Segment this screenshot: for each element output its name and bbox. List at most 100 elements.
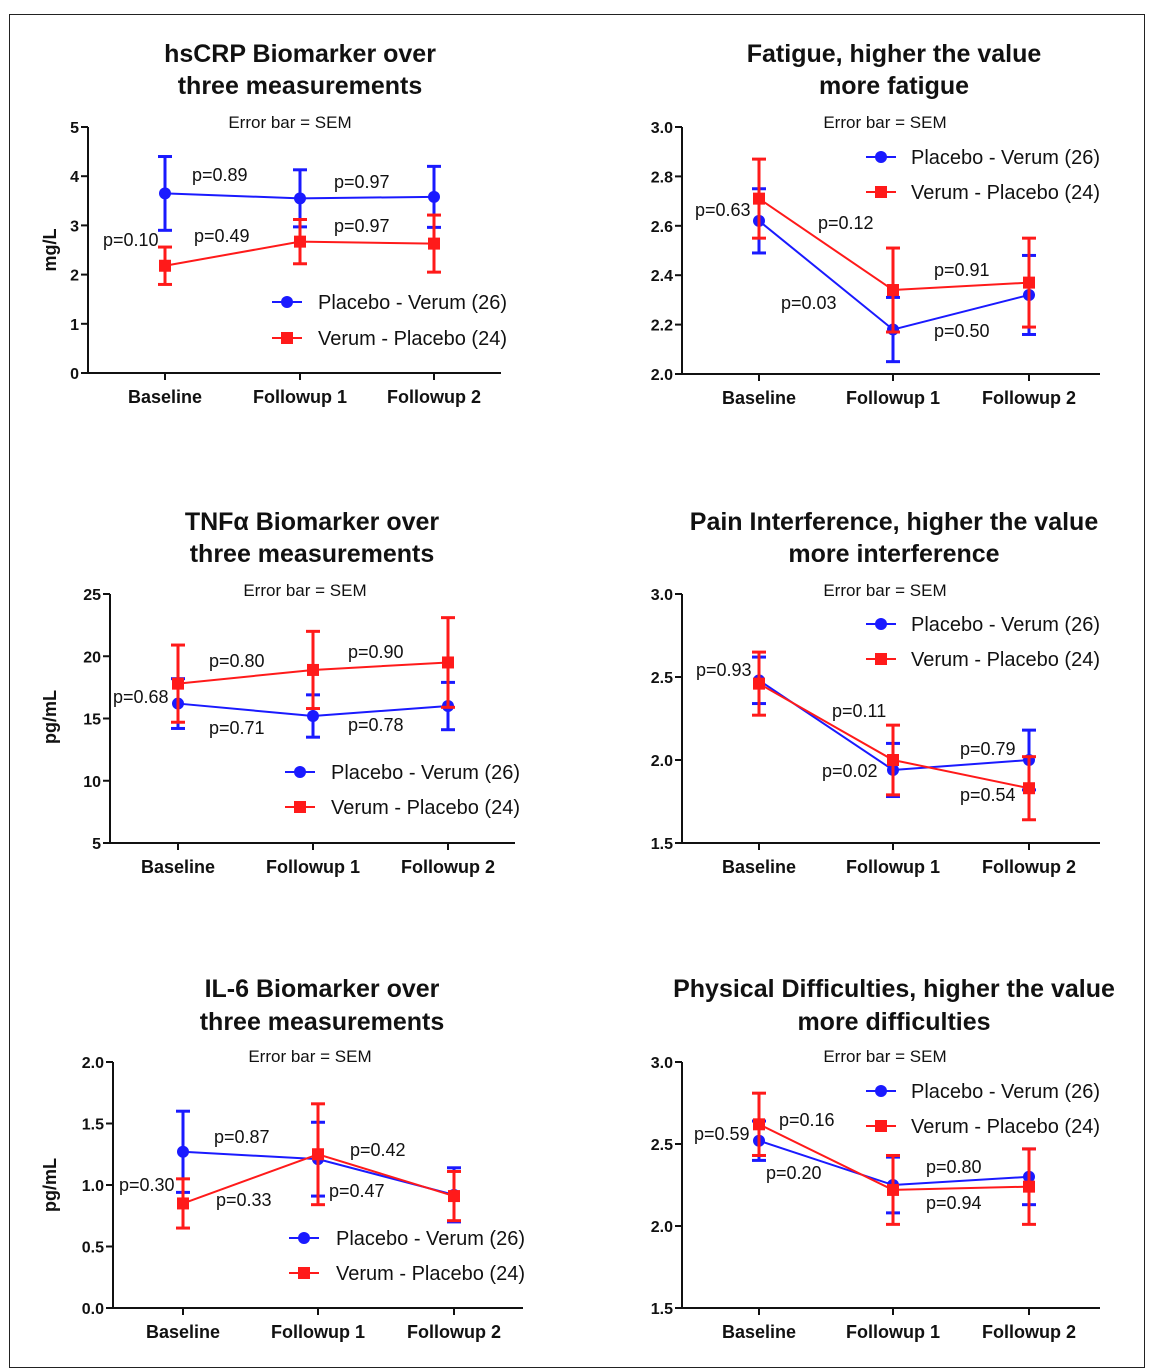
legend-marker [875, 151, 887, 163]
x-category-label: Followup 2 [387, 387, 481, 407]
chart-panel-2: Fatigue, higher the value more fatigue Err… [651, 40, 1100, 408]
chart-panel-5: IL-6 Biomarker over three measurements Err… [40, 975, 525, 1342]
y-tick-label: 1 [70, 317, 79, 334]
chart-title-line-1: Pain Interference, higher the value [690, 508, 1099, 536]
p-value-annotation: p=0.59 [694, 1124, 750, 1144]
p-value-annotation: p=0.42 [350, 1140, 406, 1160]
p-value-annotation: p=0.90 [348, 642, 404, 662]
y-axis-label: pg/mL [40, 690, 60, 744]
legend-label: Placebo - Verum (26) [331, 762, 520, 784]
data-point [448, 1190, 460, 1203]
p-value-annotation: p=0.20 [766, 1163, 822, 1183]
data-point [307, 710, 319, 723]
p-value-annotation: p=0.49 [194, 226, 250, 246]
y-tick-label: 2.0 [651, 1219, 673, 1236]
p-value-annotation: p=0.47 [329, 1181, 385, 1201]
data-point [294, 192, 306, 205]
y-tick-label: 5 [92, 836, 101, 853]
x-category-label: Followup 1 [271, 1322, 365, 1342]
chart-title-line-2: three measurements [178, 72, 423, 100]
data-point [428, 237, 440, 250]
legend-marker [875, 1120, 887, 1132]
figure-frame [9, 14, 1145, 1368]
chart-title-line-2: more interference [788, 540, 999, 568]
p-value-annotation: p=0.87 [214, 1127, 270, 1147]
chart-subtitle: Error bar = SEM [243, 581, 366, 600]
x-category-label: Baseline [722, 388, 796, 408]
p-value-annotation: p=0.12 [818, 213, 874, 233]
y-tick-label: 2.5 [651, 670, 673, 687]
legend-marker [298, 1267, 310, 1279]
data-point [312, 1148, 324, 1161]
p-value-annotation: p=0.02 [822, 761, 878, 781]
x-category-label: Followup 2 [982, 1322, 1076, 1342]
y-tick-label: 5 [70, 120, 79, 137]
y-tick-label: 2.6 [651, 219, 673, 236]
x-category-label: Followup 2 [982, 857, 1076, 877]
chart-title-line-1: Physical Difficulties, higher the value [673, 975, 1115, 1003]
chart-subtitle: Error bar = SEM [823, 581, 946, 600]
legend-label: Placebo - Verum (26) [911, 147, 1100, 169]
x-category-label: Followup 2 [407, 1322, 501, 1342]
chart-title-line-2: three measurements [190, 540, 435, 568]
p-value-annotation: p=0.33 [216, 1190, 272, 1210]
p-value-annotation: p=0.80 [926, 1157, 982, 1177]
series-2 [752, 157, 1036, 334]
y-tick-label: 2.4 [651, 268, 673, 285]
legend-marker [294, 801, 306, 813]
y-tick-label: 0.0 [82, 1301, 104, 1318]
data-point [172, 677, 184, 690]
y-tick-label: 3.0 [651, 1055, 673, 1072]
y-tick-label: 3 [70, 218, 79, 235]
data-point [1023, 782, 1035, 795]
x-category-label: Baseline [722, 857, 796, 877]
y-tick-label: 1.0 [82, 1178, 104, 1195]
y-tick-label: 25 [83, 587, 101, 604]
y-tick-label: 2.8 [651, 169, 673, 186]
y-tick-label: 2.5 [651, 1137, 673, 1154]
data-point [428, 190, 440, 203]
p-value-annotation: p=0.89 [192, 165, 248, 185]
y-axis-label: pg/mL [40, 1158, 60, 1212]
y-tick-label: 2.0 [651, 367, 673, 384]
data-point [294, 235, 306, 248]
chart-title-line-2: more difficulties [797, 1008, 990, 1036]
legend-marker [281, 296, 293, 308]
data-point [159, 187, 171, 200]
y-tick-label: 1.5 [651, 1301, 673, 1318]
p-value-annotation: p=0.91 [934, 260, 990, 280]
chart-panel-4: Pain Interference, higher the value more … [651, 508, 1100, 877]
chart-legend: Placebo - Verum (26) Verum - Placebo (24) [866, 614, 1100, 671]
chart-legend: Placebo - Verum (26) Verum - Placebo (24) [866, 1081, 1100, 1138]
x-category-label: Followup 1 [266, 857, 360, 877]
data-point [887, 1183, 899, 1196]
y-tick-label: 3.0 [651, 120, 673, 137]
chart-panel-6: Physical Difficulties, higher the value m… [651, 975, 1115, 1342]
p-value-annotation: p=0.71 [209, 718, 265, 738]
chart-title-line-2: more fatigue [819, 72, 969, 100]
chart-legend: Placebo - Verum (26) Verum - Placebo (24) [272, 292, 507, 350]
p-value-annotation: p=0.16 [779, 1110, 835, 1130]
legend-marker [875, 186, 887, 198]
x-category-label: Followup 2 [401, 857, 495, 877]
data-point [177, 1197, 189, 1210]
chart-subtitle: Error bar = SEM [823, 113, 946, 132]
p-value-annotation: p=0.10 [103, 230, 159, 250]
p-value-annotation: p=0.11 [832, 701, 886, 721]
y-tick-label: 1.5 [651, 836, 673, 853]
y-tick-label: 3.0 [651, 587, 673, 604]
x-category-label: Followup 2 [982, 388, 1076, 408]
x-category-label: Followup 1 [253, 387, 347, 407]
x-category-label: Followup 1 [846, 388, 940, 408]
data-point [307, 663, 319, 676]
chart-panel-3: TNFα Biomarker over three measurements Err… [40, 508, 520, 877]
y-tick-label: 2 [70, 268, 79, 285]
legend-label: Placebo - Verum (26) [318, 292, 507, 314]
legend-label: Verum - Placebo (24) [911, 1116, 1100, 1138]
chart-title-line-1: hsCRP Biomarker over [164, 40, 436, 68]
y-tick-label: 15 [83, 712, 101, 729]
p-value-annotation: p=0.93 [696, 660, 752, 680]
chart-legend: Placebo - Verum (26) Verum - Placebo (24) [866, 147, 1100, 204]
legend-marker [875, 653, 887, 665]
data-point [887, 284, 899, 297]
